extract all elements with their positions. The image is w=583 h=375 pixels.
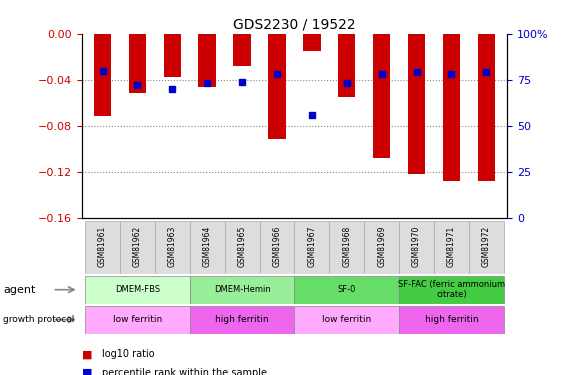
- Text: GSM81964: GSM81964: [203, 225, 212, 267]
- Text: GSM81961: GSM81961: [98, 225, 107, 267]
- Text: percentile rank within the sample: percentile rank within the sample: [102, 368, 267, 375]
- Bar: [85, 276, 189, 304]
- Text: GSM81967: GSM81967: [307, 225, 317, 267]
- Text: high ferritin: high ferritin: [215, 315, 269, 324]
- Bar: [442, 34, 460, 181]
- Bar: [189, 221, 224, 274]
- Text: DMEM-Hemin: DMEM-Hemin: [214, 285, 271, 294]
- Bar: [294, 306, 399, 334]
- Text: GSM81962: GSM81962: [133, 225, 142, 267]
- Text: GSM81963: GSM81963: [168, 225, 177, 267]
- Bar: [224, 221, 259, 274]
- Bar: [477, 34, 495, 181]
- Bar: [329, 221, 364, 274]
- Text: GSM81969: GSM81969: [377, 225, 386, 267]
- Text: DMEM-FBS: DMEM-FBS: [115, 285, 160, 294]
- Text: agent: agent: [3, 285, 36, 295]
- Bar: [303, 34, 321, 51]
- Text: GSM81971: GSM81971: [447, 225, 456, 267]
- Text: ■: ■: [82, 350, 92, 359]
- Bar: [268, 34, 286, 140]
- Bar: [233, 34, 251, 66]
- Text: GSM81968: GSM81968: [342, 225, 351, 267]
- Text: GSM81965: GSM81965: [238, 225, 247, 267]
- Text: SF-0: SF-0: [338, 285, 356, 294]
- Text: GSM81972: GSM81972: [482, 225, 491, 267]
- Text: high ferritin: high ferritin: [424, 315, 478, 324]
- Bar: [198, 34, 216, 87]
- Text: SF-FAC (ferric ammonium
citrate): SF-FAC (ferric ammonium citrate): [398, 280, 505, 299]
- Bar: [94, 34, 111, 116]
- Bar: [259, 221, 294, 274]
- Text: log10 ratio: log10 ratio: [102, 350, 154, 359]
- Bar: [399, 306, 504, 334]
- Bar: [189, 306, 294, 334]
- Bar: [434, 221, 469, 274]
- Title: GDS2230 / 19522: GDS2230 / 19522: [233, 17, 356, 31]
- Bar: [294, 221, 329, 274]
- Bar: [408, 34, 425, 174]
- Bar: [189, 276, 294, 304]
- Bar: [155, 221, 189, 274]
- Bar: [85, 306, 189, 334]
- Bar: [373, 34, 391, 158]
- Bar: [85, 221, 120, 274]
- Bar: [120, 221, 155, 274]
- Bar: [469, 221, 504, 274]
- Bar: [129, 34, 146, 93]
- Bar: [399, 276, 504, 304]
- Text: low ferritin: low ferritin: [113, 315, 162, 324]
- Bar: [338, 34, 356, 97]
- Text: GSM81966: GSM81966: [272, 225, 282, 267]
- Bar: [294, 276, 399, 304]
- Bar: [364, 221, 399, 274]
- Bar: [164, 34, 181, 77]
- Text: low ferritin: low ferritin: [322, 315, 371, 324]
- Text: ■: ■: [82, 368, 92, 375]
- Text: growth protocol: growth protocol: [3, 315, 74, 324]
- Text: GSM81970: GSM81970: [412, 225, 421, 267]
- Bar: [399, 221, 434, 274]
